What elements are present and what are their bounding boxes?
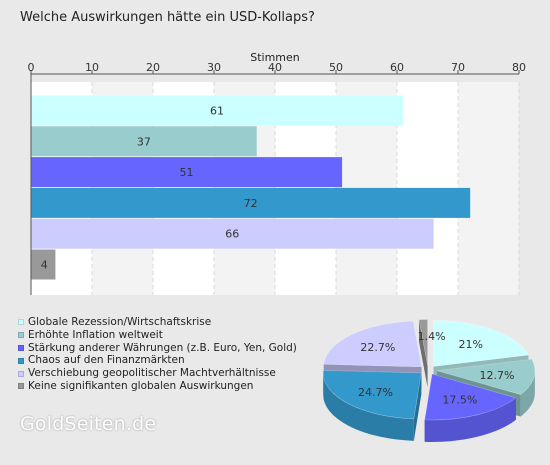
pie-slice-top (424, 373, 517, 421)
legend-label: Chaos auf den Finanzmärkten (28, 354, 185, 367)
bar-5: 66 (31, 218, 434, 249)
x-tick-label: 70 (451, 61, 465, 74)
bar-value-label: 72 (244, 197, 258, 210)
legend-label: Globale Rezession/Wirtschaftskrise (28, 316, 212, 328)
pie-value-label: 24.7% (358, 386, 393, 399)
legend-swatch (18, 332, 24, 339)
bar-value-label: 37 (137, 135, 151, 148)
legend-item: Stärkung anderer Währungen (z.B. Euro, Y… (18, 342, 297, 355)
legend-label: Verschiebung geopolitischer Machtverhält… (28, 367, 276, 380)
pie-value-label: 12.7% (480, 369, 515, 382)
bar-rect (31, 157, 343, 188)
pie-slice-top (322, 370, 422, 420)
legend: Globale Rezession/Wirtschaftskrise Erhöht… (18, 316, 297, 393)
pie-value-label: 21% (459, 338, 483, 351)
pie-slice-rim (424, 397, 516, 443)
legend-label: Stärkung anderer Währungen (z.B. Euro, Y… (28, 341, 297, 354)
bar-4: 72 (31, 187, 471, 218)
pie-value-label: 22.7% (360, 341, 395, 354)
x-tick-label: 80 (512, 61, 526, 74)
bar-rect (31, 218, 434, 249)
pie-slice-6 (418, 319, 428, 388)
bar-rect (31, 126, 257, 157)
pie-value-label: 1.4% (418, 330, 446, 343)
brand-logo-text: GoldSeiten.de (20, 413, 157, 435)
x-tick-label: 0 (28, 61, 35, 74)
bar-rect (31, 95, 404, 126)
chart-title: Welche Auswirkungen hätte ein USD-Kollap… (20, 10, 315, 25)
bar-value-label: 61 (210, 105, 224, 118)
x-tick-label: 30 (207, 61, 221, 74)
x-tick-label: 40 (268, 61, 282, 74)
pie-slice-top (418, 319, 428, 366)
bar-rect (31, 187, 471, 218)
bar-rect (31, 249, 56, 280)
legend-item: Erhöhte Inflation weltweit (18, 329, 297, 342)
pie-slice-4 (322, 370, 422, 441)
x-axis-title: Stimmen (250, 51, 300, 64)
legend-label: Erhöhte Inflation weltweit (28, 328, 163, 341)
legend-item: Globale Rezession/Wirtschaftskrise (18, 316, 297, 329)
x-tick-label: 50 (329, 61, 343, 74)
legend-swatch (18, 319, 24, 326)
pie-slice-top (323, 320, 422, 368)
legend-swatch (18, 344, 24, 351)
legend-swatch (18, 383, 24, 390)
pie-slice-rim (323, 372, 414, 441)
bar-3: 51 (31, 157, 343, 188)
x-tick-label: 10 (85, 61, 99, 74)
pie-value-label: 17.5% (442, 393, 477, 406)
legend-label: Keine signifikanten globalen Auswirkunge… (28, 379, 254, 392)
legend-item: Keine signifikanten globalen Auswirkunge… (18, 380, 297, 393)
pie-slice-wall (418, 319, 428, 388)
legend-swatch (18, 370, 24, 377)
bar-value-label: 4 (41, 259, 48, 272)
x-tick-label: 20 (146, 61, 160, 74)
bar-value-label: 66 (225, 228, 239, 241)
pie-slice-top (433, 320, 529, 367)
bar-1: 61 (31, 95, 404, 126)
legend-swatch (18, 357, 24, 364)
legend-item: Chaos auf den Finanzmärkten (18, 354, 297, 367)
legend-item: Verschiebung geopolitischer Machtverhält… (18, 367, 297, 380)
bar-value-label: 51 (180, 166, 194, 179)
pie-slice-top (436, 358, 536, 395)
pie-slice-rim (520, 370, 535, 417)
bar-2: 37 (31, 126, 257, 157)
pie-slice-3 (424, 373, 517, 443)
bar-6: 4 (31, 249, 56, 280)
x-tick-label: 60 (390, 61, 404, 74)
